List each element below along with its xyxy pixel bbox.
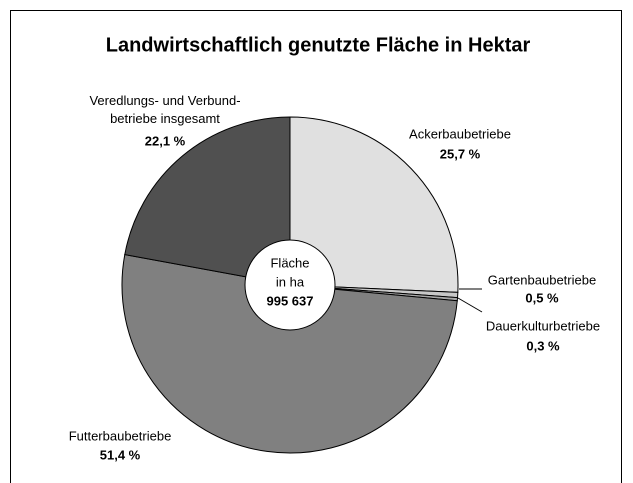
slice-value-label: 0,3 % bbox=[526, 338, 560, 353]
slice-label: Ackerbaubetriebe bbox=[409, 126, 511, 141]
leader-line bbox=[457, 297, 483, 313]
slice-label: Dauerkulturbetriebe bbox=[486, 318, 600, 333]
pie-slice bbox=[124, 116, 291, 286]
center-circle bbox=[244, 239, 336, 331]
slice-label: Veredlungs- und Verbund-betriebe insgesa… bbox=[89, 93, 240, 126]
center-label: in ha bbox=[276, 274, 305, 289]
pie-slice bbox=[121, 253, 458, 454]
frame bbox=[10, 10, 622, 483]
center-label: Fläche bbox=[270, 255, 309, 270]
slice-value-label: 0,5 % bbox=[525, 290, 559, 305]
slice-value-label: 22,1 % bbox=[145, 133, 186, 148]
slice-value-label: 25,7 % bbox=[440, 146, 481, 161]
slice-label: Gartenbaubetriebe bbox=[488, 272, 596, 287]
center-value: 995 637 bbox=[267, 293, 314, 308]
slice-value-label: 51,4 % bbox=[100, 447, 141, 462]
slice-label: Futterbaubetriebe bbox=[69, 428, 172, 443]
chart-title: Landwirtschaftlich genutzte Fläche in He… bbox=[106, 34, 531, 56]
pie-slice bbox=[289, 116, 459, 293]
